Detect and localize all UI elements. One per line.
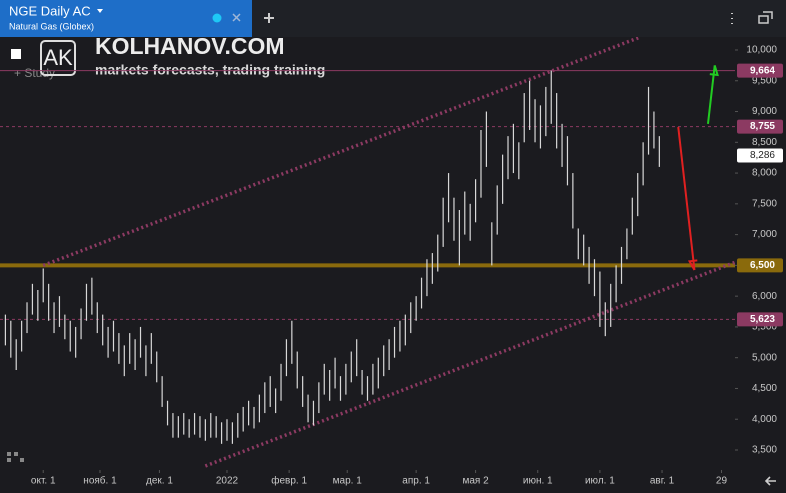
x-tick-label: 2022	[216, 476, 239, 487]
plot-area	[0, 37, 735, 468]
logo-frame	[40, 40, 76, 76]
x-tick-label: дек. 1	[146, 476, 173, 487]
window-icon[interactable]	[758, 11, 773, 24]
close-icon[interactable]	[232, 13, 241, 22]
tab[interactable]	[0, 0, 252, 37]
dropdown-icon[interactable]	[97, 9, 103, 13]
y-tick-label: 4,500	[752, 383, 777, 394]
y-tick-label: 9,000	[752, 106, 777, 117]
level-label-box	[737, 312, 783, 327]
current-price-box	[737, 148, 783, 163]
watermark-tagline: markets forecasts, trading training	[95, 62, 325, 78]
y-tick-label: 8,500	[752, 137, 777, 148]
y-tick-label: 9,500	[752, 75, 777, 86]
x-tick-label: мар. 1	[333, 476, 363, 487]
tab-subtitle: Natural Gas (Globex)	[9, 21, 94, 31]
logo: AK	[43, 45, 73, 70]
x-tick-label: окт. 1	[31, 476, 56, 487]
checkbox[interactable]	[11, 49, 21, 59]
level-label: 5,623	[750, 314, 775, 325]
y-tick-label: 7,500	[752, 198, 777, 209]
status-dot	[212, 13, 222, 23]
arrow-head	[687, 259, 698, 271]
arrow-head	[709, 65, 719, 77]
x-tick-label: июн. 1	[523, 476, 553, 487]
x-tick-label: 29	[716, 476, 728, 487]
arrow	[677, 126, 696, 271]
scroll-arrow[interactable]	[764, 476, 776, 486]
y-tick-label: 5,000	[752, 352, 777, 363]
y-tick-label: 10,000	[746, 45, 777, 56]
x-tick-label: апр. 1	[402, 476, 430, 487]
x-tick-label: нояб. 1	[83, 475, 117, 487]
y-tick-label: 5,500	[752, 322, 777, 333]
x-tick-label: июл. 1	[585, 476, 615, 487]
app-icon	[7, 452, 24, 462]
level-label-box	[737, 258, 783, 273]
y-tick-label: 3,500	[752, 445, 777, 456]
x-tick-label: мая 2	[462, 476, 489, 487]
watermark-site: KOLHANOV.COM	[95, 33, 285, 59]
level-label-box	[737, 63, 783, 78]
level-label-box	[737, 119, 783, 134]
y-tick-label: 7,000	[752, 229, 777, 240]
x-tick-label: февр. 1	[271, 475, 307, 487]
study-button[interactable]: + Study	[14, 66, 55, 80]
add-tab[interactable]	[264, 13, 274, 23]
level-label: 6,500	[750, 260, 775, 271]
y-tick-label: 4,000	[752, 414, 777, 425]
level-label: 9,664	[750, 65, 775, 76]
trend-line	[42, 37, 642, 268]
tab-title: NGE Daily AC	[9, 3, 91, 18]
level-label: 8,755	[750, 121, 775, 132]
x-tick-label: авг. 1	[650, 476, 675, 487]
current-price-label: 8,286	[750, 150, 775, 161]
y-tick-label: 6,000	[752, 291, 777, 302]
y-tick-label: 8,000	[752, 168, 777, 179]
